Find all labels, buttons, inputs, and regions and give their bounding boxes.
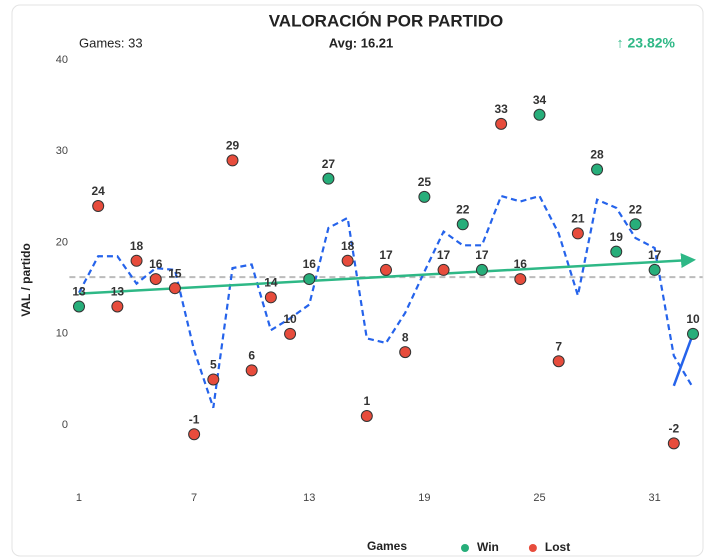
point — [552, 355, 565, 368]
data-label: 5 — [210, 358, 217, 372]
point — [380, 263, 392, 276]
point — [399, 346, 412, 359]
data-label: 18 — [341, 239, 355, 253]
legend-label: Lost — [545, 540, 570, 554]
data-label: 8 — [402, 330, 409, 344]
point — [168, 282, 181, 295]
point — [264, 291, 277, 304]
point — [303, 273, 316, 286]
data-label: 27 — [322, 157, 336, 171]
point — [495, 117, 508, 130]
point — [456, 218, 469, 231]
point — [322, 172, 335, 185]
data-label: 13 — [72, 285, 86, 299]
data-label: 16 — [149, 257, 163, 271]
y-tick-label: 40 — [56, 54, 68, 66]
point — [111, 300, 124, 313]
point — [245, 364, 258, 377]
point — [437, 263, 450, 276]
legend-label: Win — [477, 540, 499, 554]
avg-label: Avg: 16.21 — [329, 35, 394, 50]
point — [207, 373, 220, 386]
data-label: 33 — [494, 102, 508, 116]
x-axis-label: Games — [367, 539, 407, 553]
legend-swatch — [461, 544, 469, 552]
data-label: 7 — [555, 339, 562, 353]
point — [149, 273, 162, 286]
data-label: 17 — [379, 248, 393, 262]
legend-swatch — [528, 544, 537, 552]
x-tick-label: 13 — [303, 492, 315, 504]
data-label: 17 — [475, 248, 489, 262]
data-label: 16 — [514, 257, 528, 271]
point — [667, 437, 680, 450]
data-label: 6 — [248, 349, 255, 363]
data-label: 18 — [130, 239, 144, 253]
trend-line — [78, 253, 697, 295]
x-tick-label: 7 — [191, 492, 197, 504]
data-label: -2 — [668, 422, 679, 436]
point — [475, 263, 488, 276]
y-axis-label: VAL / partido — [19, 243, 33, 317]
data-label: 10 — [686, 312, 700, 326]
data-label: 14 — [264, 275, 278, 289]
point — [591, 163, 604, 176]
point — [610, 245, 623, 258]
x-tick-label: 19 — [418, 492, 430, 504]
games-count: Games: 33 — [79, 35, 143, 50]
point — [226, 154, 239, 167]
x-tick-label: 25 — [533, 492, 545, 504]
data-label: 25 — [418, 175, 432, 189]
data-label: 17 — [648, 248, 662, 262]
point — [284, 327, 297, 340]
change-label: ↑ 23.82% — [617, 35, 676, 51]
point — [571, 227, 584, 240]
data-label: 34 — [533, 93, 547, 107]
data-label: 13 — [111, 285, 125, 299]
y-tick-label: 10 — [56, 328, 68, 340]
y-tick-label: 20 — [56, 236, 68, 248]
x-tick-label: 1 — [76, 492, 82, 504]
data-label: 17 — [437, 248, 451, 262]
y-tick-label: 0 — [62, 419, 68, 431]
data-label: 15 — [168, 266, 182, 280]
data-label: 22 — [629, 202, 643, 216]
point — [341, 254, 354, 267]
point — [629, 218, 642, 231]
data-label: 1 — [363, 394, 370, 408]
chart-title: VALORACIÓN POR PARTIDO — [269, 11, 504, 30]
data-label: 10 — [283, 312, 297, 326]
point — [130, 254, 143, 267]
point — [687, 327, 700, 340]
moving-average-line — [78, 194, 694, 409]
y-tick-label: 30 — [56, 145, 68, 157]
x-tick-label: 31 — [649, 492, 661, 504]
point — [514, 273, 527, 286]
data-label: -1 — [189, 412, 200, 426]
data-label: 16 — [303, 257, 317, 271]
point — [92, 200, 105, 213]
point — [533, 108, 546, 121]
data-label: 28 — [590, 148, 604, 162]
data-label: 19 — [610, 230, 624, 244]
point — [648, 263, 661, 276]
point — [418, 190, 431, 203]
point — [188, 428, 201, 441]
recent-trend-line — [672, 333, 695, 387]
data-label: 21 — [571, 212, 585, 226]
data-label: 24 — [92, 184, 106, 198]
point — [72, 300, 85, 313]
data-label: 22 — [456, 202, 470, 216]
data-label: 29 — [226, 139, 240, 153]
point — [360, 409, 373, 422]
